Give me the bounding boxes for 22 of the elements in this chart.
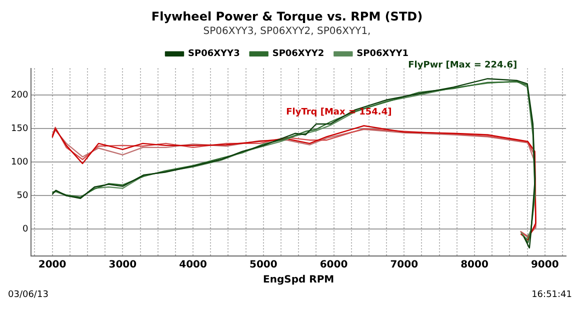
x-tick-label: 4000 bbox=[179, 260, 207, 271]
x-tick-label: 8000 bbox=[460, 260, 488, 271]
x-axis-title: EngSpd RPM bbox=[263, 274, 334, 286]
legend-label: SP06XYY3 bbox=[188, 49, 240, 60]
y-tick-label: 100 bbox=[10, 158, 28, 168]
x-tick-label: 6000 bbox=[320, 260, 348, 271]
x-tick-label: 9000 bbox=[530, 260, 559, 271]
y-tick-label: 0 bbox=[22, 224, 28, 235]
text: 16:51:41 bbox=[532, 290, 572, 300]
legend-label: SP06XYY2 bbox=[272, 49, 324, 60]
y-tick-label: 200 bbox=[10, 90, 28, 101]
x-tick-label: 2000 bbox=[38, 260, 66, 271]
x-tick-label: 7000 bbox=[390, 260, 418, 271]
annotation: FlyPwr [Max = 224.6] bbox=[408, 60, 518, 71]
x-tick-label: 3000 bbox=[108, 260, 137, 271]
chart-title: Flywheel Power & Torque vs. RPM (STD) bbox=[151, 9, 423, 24]
chart-subtitle: SP06XYY3, SP06XYY2, SP06XYY1, bbox=[203, 26, 371, 37]
y-tick-label: 50 bbox=[16, 191, 28, 202]
y-tick-label: 150 bbox=[10, 124, 28, 134]
legend-label: SP06XYY1 bbox=[356, 49, 409, 60]
text: 03/06/13 bbox=[8, 290, 48, 300]
x-tick-label: 5000 bbox=[249, 260, 278, 271]
